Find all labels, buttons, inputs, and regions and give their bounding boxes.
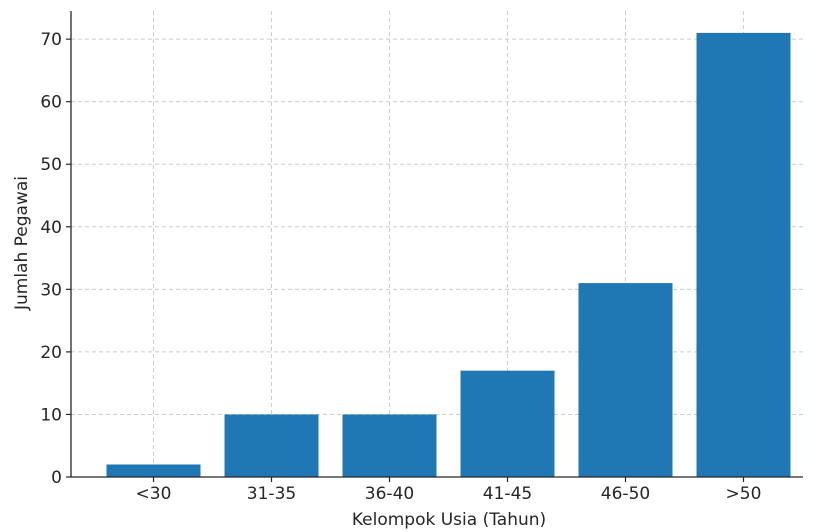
y-tick-label: 70: [40, 30, 62, 50]
bar: [106, 464, 201, 477]
bar: [224, 414, 319, 477]
y-tick-label: 60: [40, 93, 62, 113]
bars: [106, 32, 791, 478]
bar: [460, 370, 555, 477]
x-axis-ticks: <30 31-35 36-40 41-45 46-50 >50: [136, 477, 762, 504]
x-axis-label: Kelompok Usia (Tahun): [352, 510, 546, 530]
grid: [71, 11, 803, 478]
x-tick-label: >50: [726, 484, 762, 504]
axes: [70, 11, 803, 478]
y-axis-ticks: 0 10 20 30 40 50 60 70: [40, 30, 71, 488]
y-tick-label: 30: [40, 280, 62, 300]
x-tick-label: 31-35: [247, 484, 296, 504]
bar: [696, 32, 791, 478]
x-tick-label: <30: [136, 484, 172, 504]
x-tick-label: 41-45: [483, 484, 532, 504]
y-tick-label: 20: [40, 343, 62, 363]
x-tick-label: 46-50: [601, 484, 650, 504]
y-tick-label: 0: [51, 468, 62, 488]
y-tick-label: 50: [40, 155, 62, 175]
y-tick-label: 40: [40, 218, 62, 238]
bar: [578, 283, 673, 477]
bar: [342, 414, 437, 477]
y-tick-label: 10: [40, 405, 62, 425]
y-axis-label: Jumlah Pegawai: [12, 176, 32, 311]
x-tick-label: 36-40: [365, 484, 414, 504]
